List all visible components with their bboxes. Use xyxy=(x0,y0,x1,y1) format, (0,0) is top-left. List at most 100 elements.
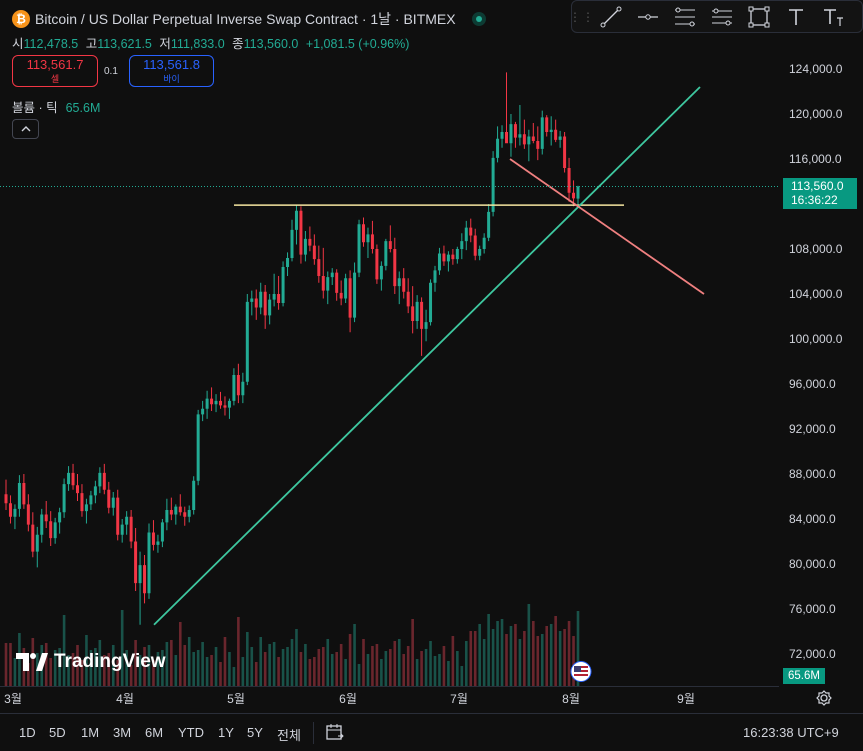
candle-body xyxy=(558,136,562,140)
candle-body xyxy=(53,522,57,539)
high-label: 고 xyxy=(85,37,98,51)
volume-bar xyxy=(518,639,522,686)
text-style-icon[interactable] xyxy=(814,1,851,32)
sell-button[interactable]: 113,561.7 셀 xyxy=(12,55,98,87)
volume-bar xyxy=(433,656,437,686)
timeframe-button[interactable]: 3M xyxy=(113,725,132,740)
buy-button[interactable]: 113,561.8 바이 xyxy=(129,55,214,87)
open-label: 시 xyxy=(12,37,24,51)
candle-body xyxy=(129,516,133,542)
volume-bar xyxy=(281,649,285,686)
candle-body xyxy=(464,227,468,242)
volume-bar xyxy=(420,651,423,686)
volume-bar xyxy=(44,643,48,686)
candle-body xyxy=(196,414,200,481)
volume-bar xyxy=(451,636,455,686)
parallel-channel-icon[interactable] xyxy=(703,1,740,32)
candle-body xyxy=(433,270,437,283)
candle-body xyxy=(531,136,535,141)
volume-bar xyxy=(487,614,490,686)
candlestick-chart[interactable] xyxy=(0,0,779,686)
volume-bar xyxy=(447,661,450,686)
sell-label: 셀 xyxy=(50,74,60,84)
candle-body xyxy=(62,484,66,513)
volume-bar xyxy=(241,657,245,686)
timeframe-button[interactable]: YTD xyxy=(178,725,204,740)
volume-bar xyxy=(554,616,557,686)
candle-body xyxy=(491,157,495,212)
volume-bar xyxy=(120,610,124,686)
price-axis-label: 120,000.0 xyxy=(789,107,843,121)
candle-body xyxy=(344,278,348,299)
economic-event-icon[interactable] xyxy=(569,661,593,682)
volume-label: 볼륨 · 틱 xyxy=(12,101,58,115)
volume-bar xyxy=(268,644,271,686)
candle-body xyxy=(518,134,522,138)
change-value: +1,081.5 (+0.96%) xyxy=(305,37,410,51)
candle-body xyxy=(174,506,178,515)
volume-bar xyxy=(196,650,200,686)
gear-icon[interactable] xyxy=(816,690,832,706)
candle-body xyxy=(250,298,254,302)
volume-bar xyxy=(277,657,280,686)
time-axis-label: 9월 xyxy=(677,692,695,706)
timeframe-button[interactable]: 6M xyxy=(145,725,164,740)
time-axis-label: 7월 xyxy=(450,692,468,706)
timeframe-button[interactable]: 5D xyxy=(49,725,66,740)
candle-body xyxy=(13,508,17,517)
candle-body xyxy=(294,210,298,230)
volume-bar xyxy=(286,647,289,686)
candle-body xyxy=(102,472,106,490)
timeframe-button[interactable]: 1M xyxy=(81,725,100,740)
timeframe-button[interactable]: 5Y xyxy=(247,725,263,740)
timeframe-button[interactable]: 1D xyxy=(19,725,36,740)
close-label: 종 xyxy=(232,37,244,51)
text-icon[interactable] xyxy=(777,1,814,32)
fib-retracement-icon[interactable] xyxy=(666,1,703,32)
symbol-legend[interactable]: ₿ Bitcoin / US Dollar Perpetual Inverse … xyxy=(12,9,486,29)
candle-body xyxy=(116,497,120,535)
candle-body xyxy=(536,141,540,149)
candle-body xyxy=(496,138,500,158)
drag-handle-icon[interactable]: ⋮⋮ xyxy=(569,9,595,24)
volume-bar xyxy=(330,654,334,686)
volume-bar xyxy=(246,632,249,686)
downtrend-line-drawing xyxy=(509,158,705,295)
chart-pane[interactable] xyxy=(0,0,779,686)
volume-bar xyxy=(469,631,473,686)
candle-body xyxy=(205,398,209,409)
candle-body xyxy=(4,494,8,504)
timeframe-button[interactable]: 전체 xyxy=(277,728,301,743)
volume-bar xyxy=(514,624,517,686)
goto-date-icon[interactable] xyxy=(325,722,345,742)
volume-bar xyxy=(549,624,553,686)
volume-bar xyxy=(138,655,142,686)
rectangle-icon[interactable] xyxy=(740,1,777,32)
time-axis-label: 4월 xyxy=(116,692,134,706)
candle-body xyxy=(473,235,477,256)
volume-bar xyxy=(201,642,204,686)
candle-body xyxy=(134,541,138,584)
candle-body xyxy=(415,301,419,321)
tradingview-logo[interactable]: TradingView xyxy=(16,651,166,673)
time-axis[interactable] xyxy=(0,686,779,711)
candle-body xyxy=(460,241,464,249)
collapse-legend-button[interactable] xyxy=(12,119,39,139)
volume-bar xyxy=(339,644,343,686)
volume-bar xyxy=(58,648,61,686)
horizontal-line-icon[interactable] xyxy=(629,1,666,32)
candle-body xyxy=(563,136,567,168)
trend-line-icon[interactable] xyxy=(592,1,629,32)
candle-body xyxy=(44,514,48,522)
candle-body xyxy=(254,298,258,308)
volume-bar xyxy=(357,664,361,686)
price-axis[interactable]: 124,000.0 120,000.0 116,000.0 108,000.0 104,… xyxy=(779,0,863,706)
price-axis-label: 84,000.0 xyxy=(789,512,836,526)
utc-clock[interactable]: 16:23:38 UTC+9 xyxy=(743,725,839,740)
symbol-title: Bitcoin / US Dollar Perpetual Inverse Sw… xyxy=(35,11,456,27)
volume-legend[interactable]: 볼륨 · 틱 65.6M xyxy=(12,97,100,116)
timeframe-button[interactable]: 1Y xyxy=(218,725,234,740)
volume-bar xyxy=(250,647,254,686)
market-status-icon[interactable] xyxy=(471,12,486,26)
volume-bar xyxy=(536,636,540,686)
